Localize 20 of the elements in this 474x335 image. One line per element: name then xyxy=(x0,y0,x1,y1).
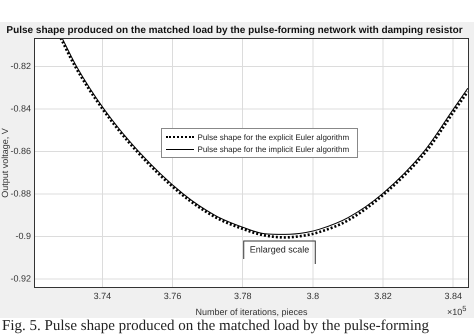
legend-label: Pulse shape for the implicit Euler algorithm xyxy=(198,144,350,154)
x-tick-label: 3.74 xyxy=(94,290,112,301)
x-tick-label: 3.8 xyxy=(306,290,320,301)
y-tick-label: -0.84 xyxy=(10,103,31,114)
x-tick-label: 3.76 xyxy=(164,290,182,301)
legend-label: Pulse shape for the explicit Euler algorithm xyxy=(198,132,350,142)
chart-title: Pulse shape produced on the matched load by the pulse-forming network with damping resistor xyxy=(6,24,463,36)
x-tick-label: 3.82 xyxy=(374,290,392,301)
x-tick-label: 3.84 xyxy=(444,290,462,301)
text: ×10$^{5}$ xyxy=(447,304,466,317)
y-tick-label: -0.9 xyxy=(15,230,31,241)
y-axis-title: Output voltage, V xyxy=(0,128,10,198)
x-axis-title: Number of iterations, pieces xyxy=(195,307,308,318)
y-tick-label: -0.88 xyxy=(10,188,31,198)
x-tick-label: 3.78 xyxy=(234,290,252,301)
annotation: Enlarged scale xyxy=(250,244,310,254)
y-tick-label: -0.86 xyxy=(10,146,31,156)
y-tick-label: -0.82 xyxy=(10,60,31,71)
y-tick-label: -0.92 xyxy=(10,273,31,284)
caption: Fig. 5. Pulse shape produced on the matched load by the pulse-forming xyxy=(2,318,429,335)
